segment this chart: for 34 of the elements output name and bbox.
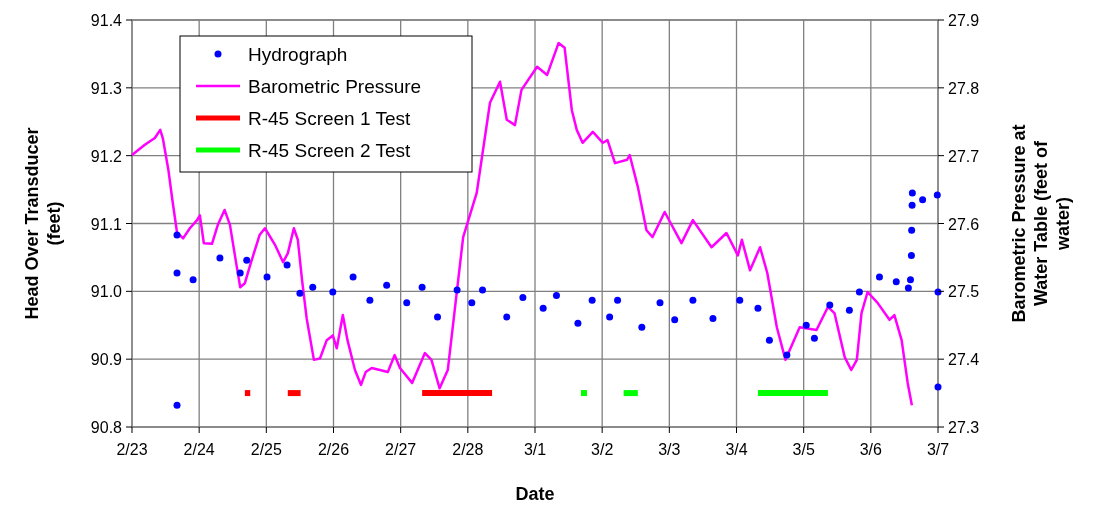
- y2-tick-label: 27.8: [948, 79, 980, 97]
- y-tick-label: 91.2: [90, 147, 123, 165]
- legend-label: R-45 Screen 2 Test: [248, 140, 412, 161]
- x-tick-label: 3/5: [792, 441, 815, 458]
- x-tick-label: 3/1: [523, 441, 547, 458]
- legend-label: Barometric Pressure: [248, 76, 422, 97]
- y-tick-label: 91.3: [90, 79, 123, 97]
- y2-tick-label: 27.4: [948, 351, 980, 369]
- x-tick-label: 2/25: [250, 441, 283, 458]
- y-tick-label: 91.0: [90, 283, 123, 301]
- legend-label: Hydrograph: [248, 44, 348, 65]
- y2-tick-label: 27.9: [948, 12, 980, 29]
- x-tick-label: 3/3: [658, 441, 681, 458]
- x-tick-label: 3/7: [926, 441, 950, 458]
- legend-label: R-45 Screen 1 Test: [248, 108, 412, 129]
- y-tick-label: 90.9: [90, 351, 123, 369]
- x-axis-title: Date: [515, 484, 555, 504]
- y2-tick-label: 27.5: [948, 283, 980, 301]
- x-tick-label: 2/23: [116, 441, 148, 458]
- y-tick-label: 90.8: [90, 419, 123, 436]
- x-tick-label: 3/2: [591, 441, 614, 458]
- y-tick-label: 91.4: [90, 12, 123, 29]
- y2-tick-label: 27.3: [948, 419, 980, 436]
- y2-axis-title: Barometric Pressure at Water Table (feet of water): [1009, 124, 1073, 323]
- x-tick-label: 3/4: [725, 441, 748, 458]
- x-tick-label: 2/24: [183, 441, 215, 458]
- x-tick-label: 2/26: [317, 441, 350, 458]
- y2-tick-label: 27.6: [948, 215, 980, 233]
- y-tick-label: 91.1: [90, 215, 123, 233]
- x-tick-label: 2/27: [385, 441, 417, 458]
- y2-tick-label: 27.7: [948, 147, 980, 165]
- y-axis-title: Head Over Transducer (feet): [22, 127, 64, 320]
- x-tick-label: 3/6: [859, 441, 883, 458]
- x-tick-label: 2/28: [452, 441, 484, 458]
